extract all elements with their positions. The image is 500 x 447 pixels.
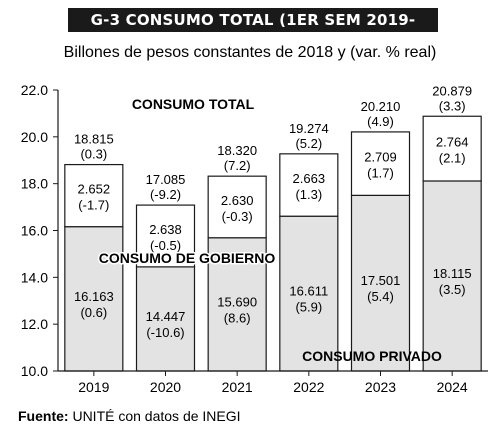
bar-gobierno [422,115,482,182]
series-label-privado: CONSUMO PRIVADO [302,348,442,364]
bar-gobierno [279,153,339,217]
value-label-privado: 16.611 [289,284,328,299]
pct-label-privado: (8.6) [224,310,251,325]
value-label-total: 17.085 [146,172,186,187]
value-label-privado: 15.690 [217,294,257,309]
pct-label-privado: (5.4) [367,289,394,304]
pct-label-privado: (-10.6) [146,325,184,340]
pct-label-gobierno: (1.3) [295,187,322,202]
pct-label-gobierno: (-0.3) [222,209,253,224]
bar-privado [422,180,482,372]
x-tick-label: 2022 [293,379,324,395]
chart-title: G-3 CONSUMO TOTAL (1ER SEM 2019-2024) [68,8,438,53]
value-label-total: 19.274 [289,121,329,136]
source-note: Fuente: UNITÉ con datos de INEGI [18,408,241,424]
bar-privado [279,215,339,372]
bar-privado [207,237,267,372]
pct-label-total: (-9.2) [150,187,181,202]
value-label-total: 20.210 [361,99,401,114]
bar-gobierno [135,204,196,268]
pct-label-gobierno: (-1.7) [78,198,109,213]
pct-label-privado: (3.5) [439,282,466,297]
value-label-gobierno: 2.652 [78,182,111,197]
bar-gobierno [350,131,411,196]
value-label-gobierno: 2.764 [436,135,469,150]
pct-label-gobierno: (2.1) [439,151,466,166]
x-tick-label: 2023 [365,379,396,395]
x-tick-label: 2019 [78,379,109,395]
series-label-gobierno: CONSUMO DE GOBIERNO [99,250,276,266]
x-tick-label: 2020 [150,379,181,395]
value-label-gobierno: 2.709 [364,150,397,165]
value-label-total: 18.815 [74,132,114,147]
value-label-gobierno: 2.663 [293,171,326,186]
pct-label-total: (0.3) [80,147,107,162]
pct-label-gobierno: (-0.5) [150,238,181,253]
value-label-total: 20.879 [432,83,472,98]
pct-label-total: (4.9) [367,114,394,129]
y-tick-label: 20.0 [21,129,48,145]
y-tick-label: 22.0 [21,82,48,98]
value-label-total: 18.320 [217,143,257,158]
pct-label-privado: (0.6) [80,305,107,320]
value-label-privado: 14.447 [146,309,186,324]
bar-privado [350,194,411,372]
series-label-total: CONSUMO TOTAL [132,96,255,112]
x-tick-label: 2024 [437,379,468,395]
y-tick-label: 14.0 [21,269,48,285]
y-tick-label: 18.0 [21,176,48,192]
bar-gobierno [207,175,267,239]
bar-privado [64,226,124,372]
y-tick-label: 12.0 [21,316,48,332]
value-label-privado: 16.163 [74,289,114,304]
y-tick-label: 16.0 [21,223,48,239]
source-label: Fuente: [18,408,69,424]
pct-label-total: (7.2) [224,158,251,173]
chart-subtitle: Billones de pesos constantes de 2018 y (… [63,44,437,61]
value-label-gobierno: 2.630 [221,193,254,208]
x-tick-label: 2021 [222,379,253,395]
pct-label-privado: (5.9) [295,300,322,315]
pct-label-total: (5.2) [295,136,322,151]
value-label-privado: 17.501 [361,273,401,288]
pct-label-total: (3.3) [439,98,466,113]
value-label-gobierno: 2.638 [149,222,182,237]
source-text: UNITÉ con datos de INEGI [72,408,241,424]
bar-gobierno [64,163,124,228]
y-tick-label: 10.0 [21,363,48,379]
value-label-privado: 18.115 [433,266,472,281]
pct-label-gobierno: (1.7) [367,166,394,181]
